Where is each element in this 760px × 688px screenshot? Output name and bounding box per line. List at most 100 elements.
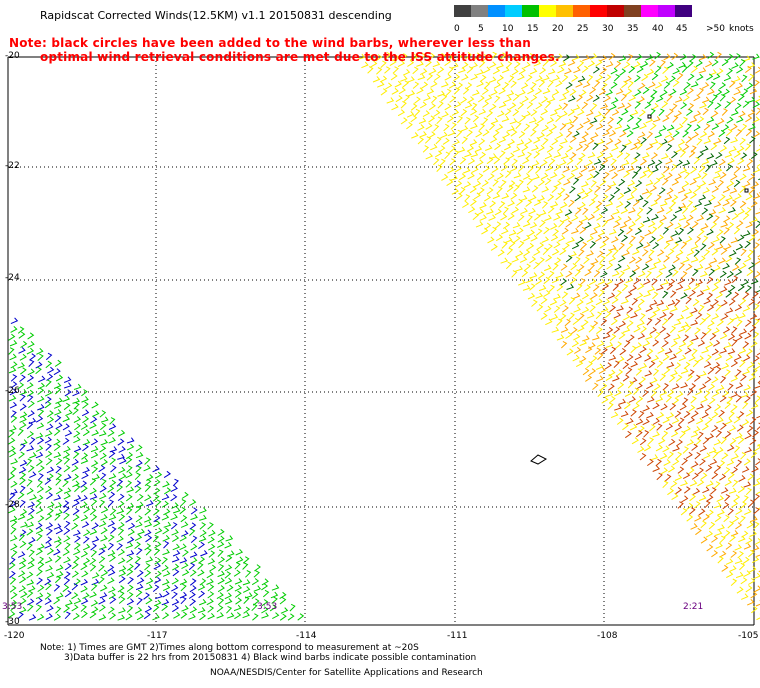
wind-barb xyxy=(629,256,637,264)
wind-barb xyxy=(681,397,689,405)
wind-barb xyxy=(538,257,545,265)
wind-barb xyxy=(233,604,242,612)
wind-barb xyxy=(519,114,526,123)
wind-barb xyxy=(37,403,45,411)
wind-barb xyxy=(611,109,620,116)
wind-barb xyxy=(635,368,643,376)
wind-barb xyxy=(719,286,728,293)
wind-barb xyxy=(503,143,512,151)
wind-barb xyxy=(665,157,673,165)
wind-barb xyxy=(80,514,89,522)
wind-barb xyxy=(717,179,725,188)
wind-barb xyxy=(658,187,666,195)
wind-barb xyxy=(591,193,599,201)
wind-barb xyxy=(73,555,80,564)
wind-barb xyxy=(714,481,721,489)
wind-barb xyxy=(735,432,743,439)
wind-barb xyxy=(162,612,170,620)
wind-barb xyxy=(720,422,727,430)
wind-barb xyxy=(189,569,197,577)
wind-barb xyxy=(488,76,497,83)
wind-barb xyxy=(126,507,133,515)
wind-barb xyxy=(700,536,708,544)
wind-barb xyxy=(532,122,540,130)
wind-barb xyxy=(517,151,526,158)
wind-barb xyxy=(690,431,699,438)
wind-barb xyxy=(622,422,629,431)
wind-barb xyxy=(488,214,496,221)
wind-barb xyxy=(726,396,733,404)
wind-barb xyxy=(400,75,408,82)
wind-barb xyxy=(746,82,754,90)
wind-barb xyxy=(681,194,689,202)
wind-barb xyxy=(171,598,180,606)
wind-barb xyxy=(62,423,70,431)
wind-barb xyxy=(616,278,624,286)
wind-barb xyxy=(569,251,577,258)
wind-barb xyxy=(613,360,620,368)
wind-barb xyxy=(26,382,34,390)
wind-barb xyxy=(80,494,88,502)
wind-barb xyxy=(706,213,714,221)
wind-barb xyxy=(537,116,545,124)
wind-barb xyxy=(35,451,44,459)
wind-barb xyxy=(522,186,531,193)
wind-barb xyxy=(217,577,225,585)
wind-barb xyxy=(544,305,552,313)
legend-unit: knots xyxy=(729,24,754,34)
wind-barb xyxy=(545,254,553,262)
wind-barb xyxy=(630,360,639,368)
wind-barb xyxy=(676,72,684,81)
wind-barb xyxy=(572,292,581,300)
wind-barb xyxy=(703,123,711,131)
wind-barb xyxy=(663,255,670,263)
wind-barb xyxy=(703,249,711,257)
wind-barb xyxy=(479,202,487,209)
wind-barb xyxy=(500,257,509,264)
wind-barb xyxy=(565,220,573,228)
wind-barb xyxy=(704,500,711,509)
wind-barb xyxy=(437,90,445,97)
wind-barb xyxy=(649,108,656,116)
wind-barb xyxy=(144,478,152,486)
wind-barb xyxy=(251,603,258,612)
wind-barb xyxy=(649,263,657,271)
wind-barb xyxy=(718,194,726,202)
wind-barb xyxy=(730,530,739,537)
wind-barb xyxy=(72,397,81,404)
wind-barb xyxy=(624,139,633,146)
wind-barb xyxy=(731,109,739,116)
wind-barb xyxy=(100,514,108,521)
wind-barb xyxy=(518,67,526,75)
wind-barb xyxy=(643,444,652,452)
wind-barb xyxy=(750,389,758,397)
wind-barb xyxy=(667,108,674,117)
wind-barb xyxy=(170,522,178,530)
wind-barb xyxy=(688,277,696,285)
wind-barb xyxy=(565,82,573,90)
wind-barb xyxy=(617,192,625,200)
wind-barb xyxy=(54,536,62,543)
wind-barb xyxy=(482,165,490,173)
legend-label: 10 xyxy=(502,24,514,34)
wind-barb xyxy=(663,81,671,89)
wind-barb xyxy=(81,521,90,528)
wind-barb xyxy=(659,311,667,319)
wind-barb xyxy=(92,410,100,417)
wind-barb xyxy=(261,599,269,607)
wind-barb xyxy=(694,514,702,522)
wind-barb xyxy=(126,443,135,451)
wind-barb xyxy=(533,261,540,270)
wind-barb xyxy=(711,550,719,558)
wind-barb xyxy=(72,507,80,516)
wind-barb xyxy=(482,129,490,137)
wind-barb xyxy=(683,486,691,494)
wind-barb xyxy=(585,159,593,167)
wind-barb xyxy=(687,467,695,475)
wind-barb xyxy=(697,467,704,475)
wind-barb xyxy=(680,507,688,516)
wind-barb xyxy=(604,310,612,319)
wind-barb xyxy=(579,355,587,363)
wind-barb xyxy=(152,584,160,592)
